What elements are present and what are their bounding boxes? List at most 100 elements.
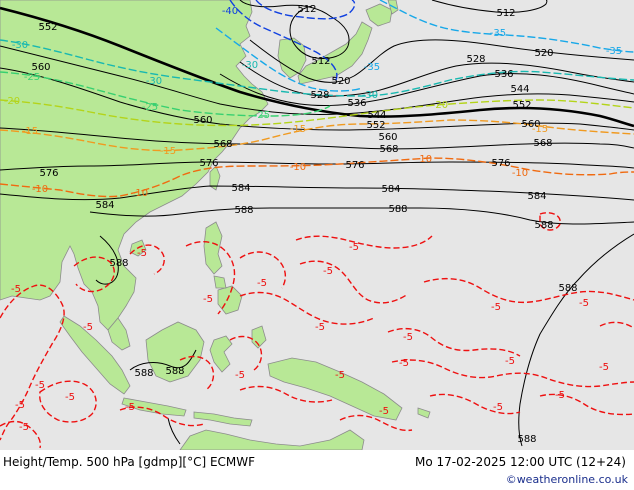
- isotherm-minus25: [0, 71, 331, 117]
- land-luzon: [203, 221, 223, 275]
- contour-512-east: [431, 0, 548, 13]
- temp-label: -35: [606, 46, 622, 57]
- contour-552: [0, 6, 634, 128]
- temp-label: -10: [416, 154, 432, 165]
- land-lesser-sunda: [193, 411, 253, 427]
- height-label: 544: [510, 84, 529, 95]
- temp-label: -5: [599, 362, 609, 373]
- contour-588-north: [89, 207, 634, 225]
- land-malay-peninsula: [107, 317, 131, 351]
- temp-label: -25: [254, 110, 270, 121]
- isotherm-minus30: [0, 39, 634, 97]
- contour-568: [0, 127, 634, 150]
- isotherm-minus5: [0, 212, 634, 449]
- land-australia: [179, 429, 365, 450]
- contour-588-indochina: [95, 235, 119, 285]
- height-label: 584: [95, 200, 114, 211]
- land-japan-honshu: [297, 21, 373, 85]
- height-label: 552: [512, 100, 531, 111]
- temp-label: -15: [532, 124, 548, 135]
- height-label: 536: [494, 69, 513, 80]
- temp-label: -5: [203, 294, 213, 305]
- height-label: 584: [231, 183, 250, 194]
- height-label: 536: [347, 98, 366, 109]
- height-label: 588: [534, 220, 553, 231]
- temp-label: -5: [83, 322, 93, 333]
- height-label: 576: [199, 158, 218, 169]
- height-label: 584: [527, 191, 546, 202]
- height-label: 528: [310, 90, 329, 101]
- height-label: 588: [234, 205, 253, 216]
- height-label: 576: [345, 160, 364, 171]
- temp-label: -5: [19, 422, 29, 433]
- contour-584: [0, 185, 634, 201]
- contour-588-east: [518, 233, 634, 447]
- height-label: 576: [491, 158, 510, 169]
- temp-label: -5: [35, 380, 45, 391]
- height-label: 552: [38, 22, 57, 33]
- land-japan-hokkaido: [365, 3, 393, 27]
- land-halmahera: [251, 325, 267, 349]
- temp-label: -5: [257, 278, 267, 289]
- temperature-contours: [0, 0, 634, 198]
- height-label: 560: [31, 62, 50, 73]
- valid-datetime: Mo 17-02-2025 12:00 UTC (12+24): [414, 455, 626, 469]
- temp-label: -25: [24, 72, 40, 83]
- height-label: 588: [517, 434, 536, 445]
- temp-label: -10: [512, 168, 528, 179]
- temp-label: -40: [222, 6, 238, 17]
- temp-label: -15: [160, 146, 176, 157]
- temp-label: -5: [235, 370, 245, 381]
- land-java: [121, 397, 187, 417]
- map-title: Height/Temp. 500 hPa [gdmp][°C] ECMWF: [3, 455, 256, 469]
- temp-label: -5: [399, 358, 409, 369]
- temp-label: -20: [432, 100, 448, 111]
- temp-label: -25: [142, 102, 158, 113]
- temp-label: -5: [335, 370, 345, 381]
- isotherm-minus10: [0, 157, 634, 198]
- temp-label: -5: [125, 402, 135, 413]
- temp-label: -5: [349, 242, 359, 253]
- temp-label: -5: [15, 400, 25, 411]
- contour-560: [0, 67, 634, 131]
- isotherm-minus40: [229, 0, 356, 81]
- temp-label: -30: [362, 90, 378, 101]
- temp-label: -30: [12, 40, 28, 51]
- height-contour-labels: 512 512 512 520 520 528 528 536 536 544 …: [31, 4, 577, 445]
- temp-label: -5: [11, 284, 21, 295]
- temp-label: -10: [290, 162, 306, 173]
- temp-label: -5: [555, 390, 565, 401]
- temp-label: -5: [505, 356, 515, 367]
- temp-label: -5: [137, 248, 147, 259]
- height-label: 560: [193, 115, 212, 126]
- height-label: 560: [521, 119, 540, 130]
- land-mindanao: [217, 285, 243, 315]
- temp-label: -5: [65, 392, 75, 403]
- temp-label: -20: [4, 96, 20, 107]
- contour-520: [249, 39, 634, 83]
- height-label: 588: [109, 258, 128, 269]
- temp-label: -5: [323, 266, 333, 277]
- credit-link[interactable]: ©weatheronline.co.uk: [505, 473, 628, 486]
- height-label: 568: [213, 139, 232, 150]
- temp-label: -10: [32, 184, 48, 195]
- height-label: 520: [331, 76, 350, 87]
- height-label: 528: [466, 54, 485, 65]
- temp-label: -15: [290, 124, 306, 135]
- temp-label: -5: [315, 322, 325, 333]
- temp-label: -35: [490, 28, 506, 39]
- contour-512: [239, 0, 350, 59]
- temp-label: -30: [146, 76, 162, 87]
- height-label: 520: [534, 48, 553, 59]
- height-label: 552: [366, 120, 385, 131]
- isotherm-minus20: [0, 99, 634, 127]
- land-borneo: [145, 321, 205, 383]
- land-solomons: [417, 407, 431, 419]
- weather-map: 512 512 512 520 520 528 528 536 536 544 …: [0, 0, 634, 450]
- temp-label: -5: [491, 302, 501, 313]
- temp-label: -30: [242, 60, 258, 71]
- height-label: 560: [378, 132, 397, 143]
- height-label: 588: [558, 283, 577, 294]
- temp-label: -5: [379, 406, 389, 417]
- contour-588-south: [167, 417, 181, 445]
